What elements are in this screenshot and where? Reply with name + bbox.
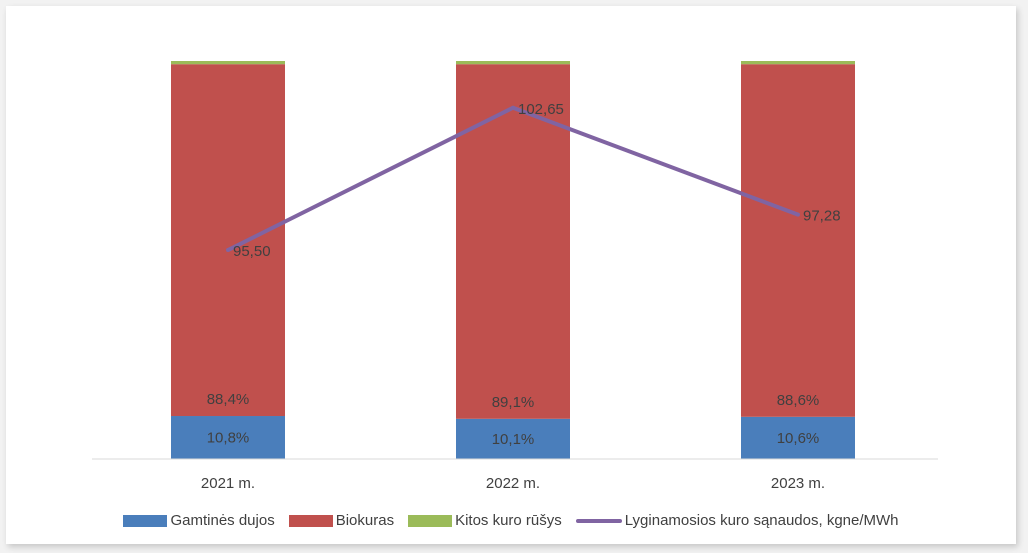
legend-label: Biokuras [335, 512, 395, 529]
legend-swatch [408, 514, 453, 527]
bar-gamtin-s-dujos-2 [456, 418, 570, 459]
bar-biokuras-1 [171, 64, 285, 417]
x-tick-label-3: 2023 m. [771, 475, 825, 492]
x-tick-label-2: 2022 m. [486, 475, 540, 492]
bars-layer [171, 61, 855, 459]
legend-item-lyginamosios-kuro-s-naudos-kgne-mwh: Lyginamosios kuro sąnaudos, kgne/MWh [575, 512, 899, 529]
legend-label: Gamtinės dujos [170, 512, 275, 529]
bar-kitos-kuro-r-ys-2 [456, 61, 570, 65]
data-label-gamtin-s-dujos-1: 10,8% [207, 430, 250, 447]
legend-swatch [123, 514, 168, 527]
data-label-gamtin-s-dujos-2: 10,1% [492, 431, 535, 448]
line-point-2 [511, 105, 515, 110]
line-data-label-2: 102,65 [518, 101, 564, 118]
chart-plot: 10,8% 88,4% 10,1% 89,1% 10,6% 88,6% 95,50 102,6… [92, 61, 938, 492]
bar-biokuras-3 [741, 64, 855, 417]
legend-item-kitos-kuro-r-ys: Kitos kuro rūšys [408, 512, 562, 529]
data-label-biokuras-3: 88,6% [777, 392, 820, 409]
legend-item-biokuras: Biokuras [288, 512, 395, 529]
legend-label: Kitos kuro rūšys [455, 512, 562, 529]
bar-gamtin-s-dujos-1 [171, 416, 285, 459]
line-point-1 [226, 248, 230, 253]
chart-area: 10,8% 88,4% 10,1% 89,1% 10,6% 88,6% 95,50 102,6… [6, 6, 1016, 544]
label-layer: 10,8% 88,4% 10,1% 89,1% 10,6% 88,6% 95,50 102,6… [207, 101, 841, 448]
legend-item-gamtin-s-dujos: Gamtinės dujos [123, 512, 275, 529]
legend-swatch [575, 518, 622, 523]
legend-swatch [288, 514, 333, 527]
data-label-biokuras-2: 89,1% [492, 394, 535, 411]
data-label-biokuras-1: 88,4% [207, 391, 250, 408]
x-tick-label-1: 2021 m. [201, 475, 255, 492]
line-data-label-3: 97,28 [803, 208, 841, 225]
tick-layer: 2021 m. 2022 m. 2023 m. [201, 475, 825, 492]
legend: Gamtinės dujos Biokuras Kitos kuro rūšys Ly… [6, 512, 1016, 529]
line-data-label-1: 95,50 [233, 243, 271, 260]
line-point-3 [796, 212, 800, 217]
legend-label: Lyginamosios kuro sąnaudos, kgne/MWh [624, 512, 899, 529]
line-layer [226, 105, 800, 253]
bar-kitos-kuro-r-ys-1 [171, 61, 285, 65]
bar-gamtin-s-dujos-3 [741, 416, 855, 459]
bar-kitos-kuro-r-ys-3 [741, 61, 855, 65]
data-label-gamtin-s-dujos-3: 10,6% [777, 430, 820, 447]
